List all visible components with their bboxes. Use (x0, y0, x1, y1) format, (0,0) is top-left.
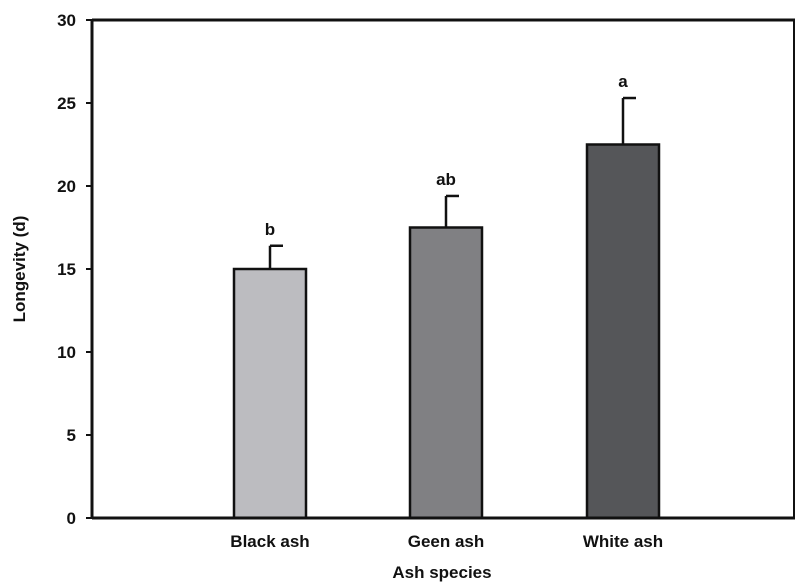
significance-label: a (618, 72, 628, 91)
y-ticks: 0 5 10 15 20 25 30 (57, 11, 92, 528)
significance-label: ab (436, 170, 456, 189)
category-label: White ash (583, 532, 663, 551)
category-label: Geen ash (408, 532, 485, 551)
bar-geen-ash (408, 226, 484, 520)
y-tick-label: 5 (67, 426, 76, 445)
x-axis-title: Ash species (392, 563, 491, 582)
bars-layer: b ab a (232, 72, 661, 520)
bar-black-ash (232, 267, 308, 520)
y-axis-title: Longevity (d) (10, 216, 29, 323)
y-tick-label: 20 (57, 177, 76, 196)
y-tick-label: 25 (57, 94, 76, 113)
axes (90, 18, 795, 520)
bar-white-ash (585, 143, 661, 520)
y-tick-label: 15 (57, 260, 76, 279)
y-tick-label: 10 (57, 343, 76, 362)
y-tick-label: 0 (67, 509, 76, 528)
category-label: Black ash (230, 532, 309, 551)
y-tick-label: 30 (57, 11, 76, 30)
category-labels: Black ash Geen ash White ash (230, 532, 663, 551)
significance-label: b (265, 220, 275, 239)
